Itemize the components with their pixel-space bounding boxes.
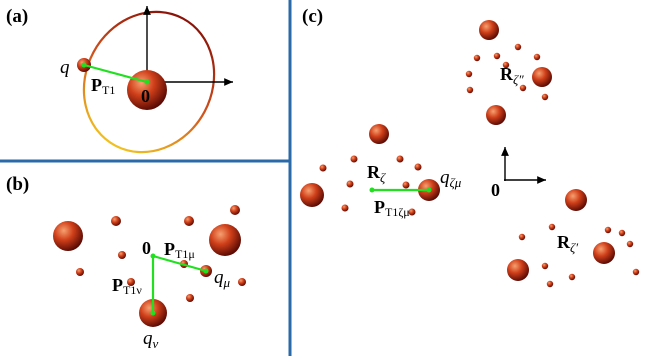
vector-start-dot [81, 62, 87, 68]
sphere [593, 242, 615, 264]
sphere [486, 105, 506, 125]
sphere [618, 229, 626, 237]
sphere [565, 189, 587, 211]
panel-dividers [0, 0, 292, 356]
origin-label-a: 0 [141, 86, 150, 106]
vector-subscript: ζ″ [513, 72, 524, 87]
sphere [186, 294, 194, 302]
vector-subscript: T1 [102, 83, 115, 97]
origin-dot-b [150, 253, 156, 259]
sphere [519, 84, 527, 92]
vector-main-letter: P [112, 275, 123, 295]
charge-subscript: ν [153, 336, 159, 351]
charge-subscript: μ [223, 275, 231, 290]
panel-label-a: (a) [6, 6, 28, 27]
sphere [546, 280, 554, 288]
vector-main-letter: R [367, 162, 381, 182]
sphere [346, 180, 354, 188]
sphere [632, 268, 640, 276]
sphere [502, 61, 510, 69]
r-zeta-double-prime-label: Rζ″ [500, 64, 524, 87]
r-zeta-prime-label: Rζ′ [557, 232, 578, 255]
sphere [414, 163, 422, 171]
vector-subscript: ζ [380, 170, 386, 185]
charge-main-letter: q [143, 328, 153, 349]
vector-subscript: ζ′ [570, 240, 578, 255]
vector-end-dot [150, 310, 156, 316]
cluster-center-dot [369, 187, 375, 193]
sphere [127, 278, 135, 286]
sphere [76, 268, 84, 276]
charge-q-mu-label: qμ [214, 267, 231, 290]
vector-subscript: T1ν [123, 283, 142, 297]
vector-p-t1 [83, 63, 148, 84]
vector-subscript: T1μ [175, 247, 195, 261]
vector-main-letter: R [557, 232, 571, 252]
vector-end-dot [203, 268, 209, 274]
vector-p-t1-nu-label: PT1ν [112, 275, 142, 297]
origin-label-b: 0 [142, 238, 151, 258]
sphere [568, 273, 576, 281]
sphere [408, 208, 416, 216]
sphere [465, 70, 473, 78]
sphere [532, 67, 552, 87]
sphere [118, 251, 126, 259]
r-zeta-label: Rζ [367, 162, 386, 185]
sphere [473, 54, 481, 62]
sphere [238, 278, 246, 286]
sphere [230, 205, 240, 215]
sphere [541, 262, 549, 270]
charge-q-nu-label: qν [143, 328, 159, 351]
sphere [604, 226, 612, 234]
sphere [507, 259, 529, 281]
sphere [350, 155, 358, 163]
sphere [533, 53, 541, 61]
charge-main-letter: q [214, 267, 224, 288]
sphere [626, 240, 634, 248]
orbit-ellipse [82, 10, 216, 154]
sphere [184, 216, 194, 226]
vector-main-letter: P [91, 75, 102, 95]
sphere [300, 183, 324, 207]
sphere [111, 216, 121, 226]
charge-q-zeta-mu-label: qζμ [440, 167, 462, 190]
charge-subscript: ζμ [450, 175, 462, 190]
vector-p-t1-label: PT1 [91, 75, 115, 97]
sphere [493, 52, 501, 60]
panel-b: 0 PT1μ PT1ν qμ qν [53, 205, 246, 351]
sphere [319, 164, 327, 172]
vector-p-t1-mu [152, 254, 207, 273]
sphere [341, 204, 349, 212]
sphere [548, 223, 556, 231]
vector-end-dot [426, 187, 432, 193]
vector-main-letter: R [500, 64, 514, 84]
vector-end-dot [144, 79, 150, 85]
origin-label-c: 0 [491, 180, 500, 200]
sphere [369, 124, 389, 144]
vector-subscript: T1ζμ [385, 205, 410, 219]
panel-c: Rζ PT1ζμ qζμ Rζ″ 0 [300, 20, 640, 288]
sphere [53, 221, 83, 251]
charge-q-label: q [60, 57, 70, 78]
sphere [541, 93, 549, 101]
vector-p-t1-mu-label: PT1μ [164, 239, 195, 261]
sphere [514, 43, 522, 51]
panel-label-b: (b) [6, 174, 29, 195]
sphere [209, 224, 241, 256]
sphere [479, 20, 499, 40]
sphere [396, 155, 404, 163]
sphere [518, 233, 526, 241]
panel-a: q PT1 0 [60, 6, 233, 154]
sphere [402, 181, 410, 189]
charge-main-letter: q [440, 167, 450, 188]
panel-label-c: (c) [302, 6, 323, 27]
vector-main-letter: P [374, 197, 385, 217]
vector-main-letter: P [164, 239, 175, 259]
vector-p-t1-zeta-mu-label: PT1ζμ [374, 197, 410, 219]
sphere [466, 86, 474, 94]
